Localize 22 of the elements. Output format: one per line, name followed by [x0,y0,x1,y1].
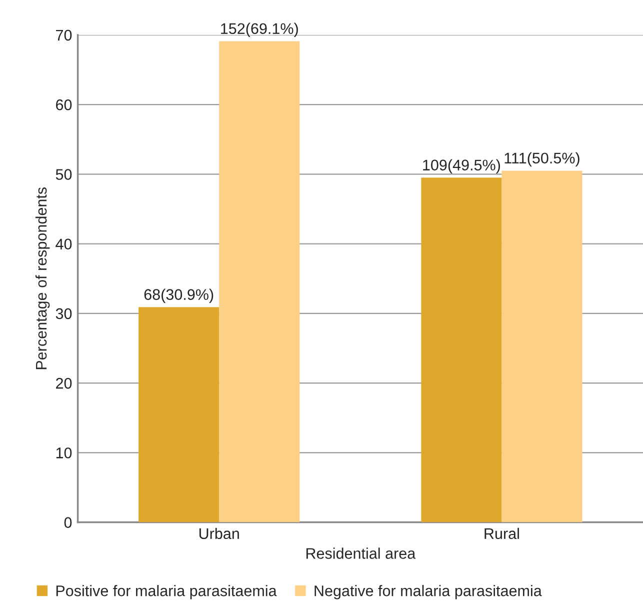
data-label: 68(30.9%) [144,288,214,303]
y-tick-label: 0 [64,517,72,528]
y-tick-label: 10 [56,448,72,458]
y-tick-label: 60 [56,99,72,110]
y-tick-label: 70 [56,30,72,41]
y-tick-label: 30 [56,308,72,320]
x-tick-label: Urban [199,528,239,540]
y-tick-label: 40 [56,238,72,250]
data-label: 109(49.5%) [423,159,500,174]
legend-label: Negative for malaria parasitaemia [314,585,542,600]
legend-label: Positive for malaria parasitaemia [56,585,277,600]
bar [502,170,582,522]
data-label: 152(69.1%) [221,22,298,38]
data-label: 111(50.5%) [504,152,580,167]
bar [138,307,220,522]
x-axis-title: Residential area [306,548,416,559]
y-axis-title: Percentage of respondents [35,187,50,370]
y-tick-label: 20 [56,378,72,389]
x-tick-label: Rural [484,528,519,540]
bar [421,178,502,522]
y-tick-label: 50 [56,169,72,180]
bar [219,41,300,522]
